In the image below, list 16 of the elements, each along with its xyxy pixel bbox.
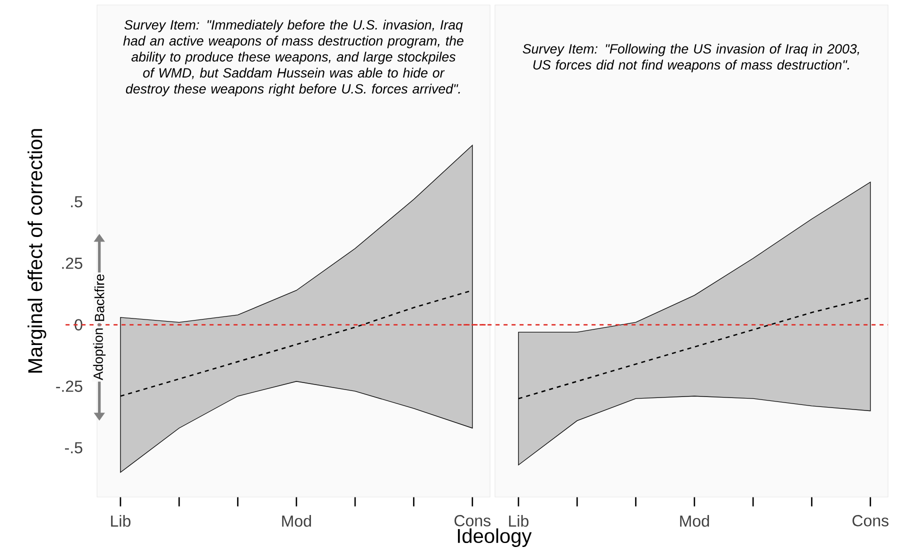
x-tick-label: Mod (282, 515, 311, 527)
x-axis-title: Ideology (458, 528, 532, 547)
y-axis-title: Marginal effect of correction (28, 129, 46, 373)
x-tick-label: Lib (111, 515, 130, 527)
y-tick-label: -.5 (65, 442, 82, 454)
x-tick-label: Mod (680, 515, 709, 527)
text: Survey Item: "Following the US invasion of Iraq in 2003, US forces did not find weapons of mass destruction". (522, 44, 859, 72)
y-tick-label: .25 (62, 258, 82, 269)
annotation: Adoption (93, 328, 106, 380)
x-tick-label: Cons (852, 515, 888, 526)
y-tick-label: .5 (71, 196, 82, 208)
annotation: Backfire (94, 274, 104, 321)
x-tick-label: Cons (454, 515, 490, 526)
text: Survey Item: "Immediately before the U.S. invasion, Iraq had an active weapons of mass destruction program, the ability to produce these weapons, and large stockpiles of WMD, but Saddam Hussein was able to hide or destroy these weapons right before U.S. forces arrived". (123, 20, 464, 96)
x-tick-label: Lib (509, 515, 528, 527)
y-tick-label: -.25 (56, 380, 82, 392)
